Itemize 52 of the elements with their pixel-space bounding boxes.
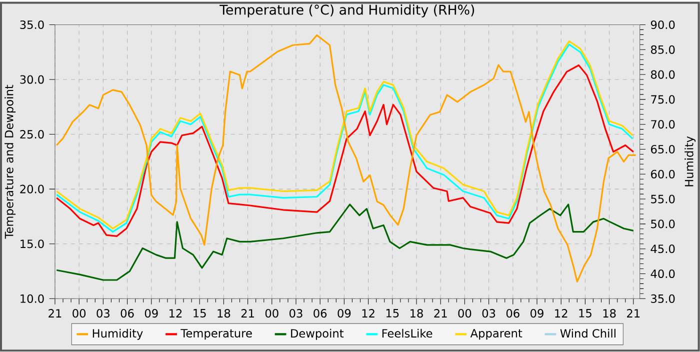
x-tick-label: 09 <box>338 309 351 318</box>
legend-label: Dewpoint <box>291 329 344 340</box>
y2-tick-label: 55.0 <box>651 194 675 204</box>
y-tick-label: 25.0 <box>20 130 44 139</box>
y2-tick-label: 85.0 <box>650 46 675 54</box>
x-tick-label: 15 <box>579 309 592 318</box>
y-tick-label: 15.0 <box>20 240 44 248</box>
x-tick-label: 06 <box>120 309 134 318</box>
y2-tick-label: 80.0 <box>650 70 675 80</box>
x-tick-label: 21 <box>48 309 62 318</box>
legend-label: Apparent <box>470 329 522 340</box>
x-tick-label: 12 <box>362 309 374 318</box>
legend-label: Temperature <box>180 329 252 340</box>
x-tick-label: 12 <box>555 309 568 318</box>
x-tick-label: 15 <box>386 309 399 318</box>
y2-tick-label: 75.0 <box>651 95 675 104</box>
y2-tick-label: 40.0 <box>650 270 675 278</box>
y-tick-label: 35.0 <box>20 20 44 30</box>
legend-label: FeelsLike <box>382 329 432 338</box>
x-tick-label: 00 <box>72 309 86 318</box>
y2-tick-label: 35.0 <box>651 294 675 304</box>
x-tick-label: 06 <box>314 309 327 318</box>
y2-tick-label: 65.0 <box>651 145 675 154</box>
x-tick-label: 00 <box>458 309 472 318</box>
y-tick-label: 30.0 <box>20 75 44 84</box>
x-tick-label: 03 <box>290 309 302 318</box>
legend-label: Wind Chill <box>560 329 616 338</box>
chart-title: Temperature (°C) and Humidity (RH%) <box>220 4 474 18</box>
y2-tick-label: 60.0 <box>651 170 675 179</box>
x-tick-label: 21 <box>627 309 640 318</box>
x-tick-label: 21 <box>434 309 447 318</box>
x-tick-label: 18 <box>603 309 616 318</box>
y-tick-label: 10.0 <box>20 294 44 304</box>
x-tick-label: 21 <box>241 309 254 318</box>
x-tick-label: 00 <box>265 309 278 318</box>
x-tick-label: 18 <box>410 309 423 318</box>
x-tick-label: 09 <box>144 309 158 318</box>
y2-axis-title: Humidity <box>684 136 696 186</box>
legend-label: Humidity <box>92 329 143 340</box>
x-tick-label: 15 <box>194 309 206 318</box>
y2-tick-label: 90.0 <box>650 20 675 30</box>
x-tick-label: 18 <box>218 309 230 318</box>
x-tick-label: 03 <box>482 309 496 318</box>
x-tick-label: 12 <box>170 309 182 318</box>
y2-tick-label: 70.0 <box>651 120 675 129</box>
y2-tick-label: 50.0 <box>651 220 675 228</box>
y2-tick-label: 45.0 <box>650 244 675 254</box>
y-axis-title: Temperature and Dewpoint <box>4 85 16 239</box>
x-tick-label: 03 <box>96 309 110 318</box>
y-tick-label: 20.0 <box>20 184 44 194</box>
x-tick-label: 06 <box>506 309 520 318</box>
x-tick-label: 09 <box>530 309 544 318</box>
